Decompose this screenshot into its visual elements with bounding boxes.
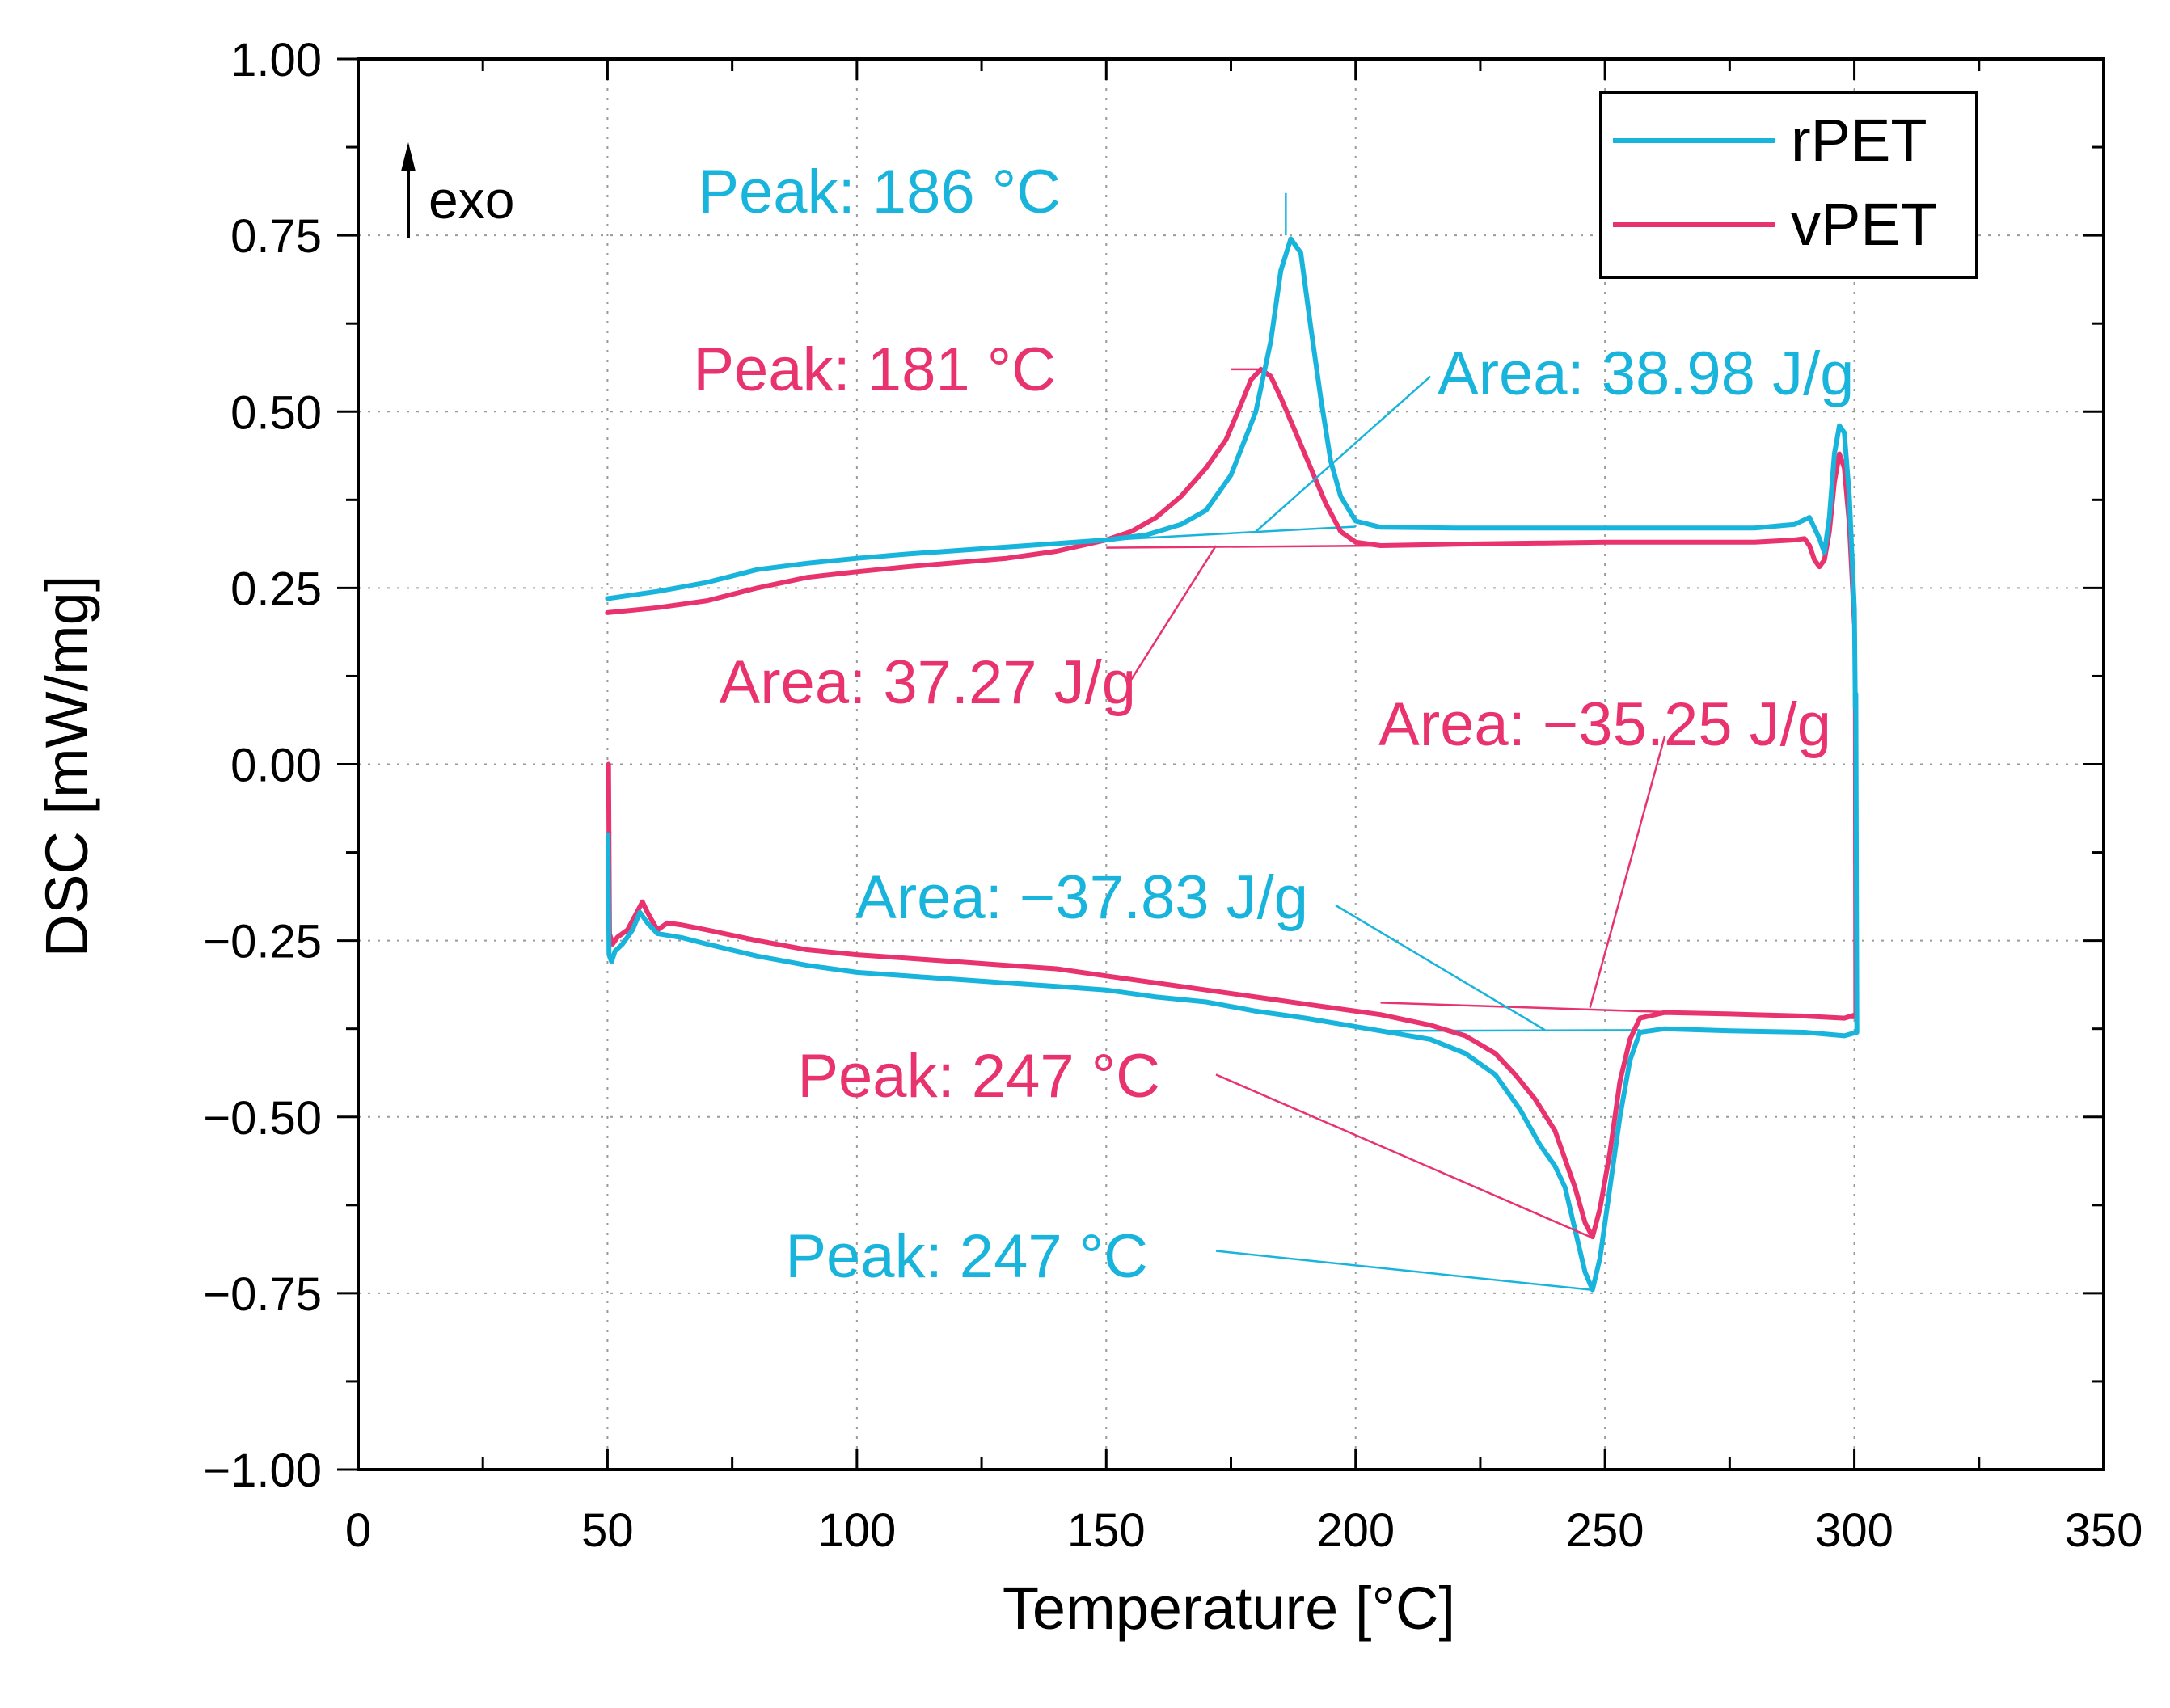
integration-baseline [1106, 544, 1381, 549]
y-tick-label: 1.00 [230, 34, 322, 86]
x-tick-label: 300 [1815, 1504, 1893, 1557]
integration-baseline [1380, 1029, 1640, 1032]
exo-indicator: exo [401, 142, 514, 238]
legend-box [1599, 91, 1978, 279]
annotation-leader-line [1589, 736, 1666, 1008]
annotation-leader-line [1215, 1073, 1591, 1238]
y-tick-label: 0.75 [230, 210, 322, 263]
y-tick-label: 0.25 [230, 563, 322, 615]
annotation-label: Area: 37.27 J/g [720, 648, 1136, 717]
annotation-label: Area: −37.83 J/g [855, 863, 1308, 932]
series-layer [605, 236, 1860, 1293]
x-tick-label: 350 [2065, 1504, 2143, 1557]
series-line-rpet-cooling [605, 236, 1858, 711]
leader-layer [1130, 192, 1666, 1291]
x-tick-label: 250 [1566, 1504, 1644, 1557]
annotation-leader-line [1215, 1250, 1590, 1291]
y-tick-label: −1.00 [203, 1444, 322, 1497]
annotation-leader-line [1335, 904, 1546, 1031]
x-tick-label: 100 [817, 1504, 896, 1557]
y-tick-label: 0.00 [230, 740, 322, 792]
annotation-layer: Peak: 186 °C Peak: 181 °C Area: 38.98 J/g A… [693, 158, 1854, 1291]
annotation-label: Area: 38.98 J/g [1438, 339, 1854, 408]
annotation-label: Peak: 181 °C [693, 335, 1056, 404]
legend-label-rpet: rPET [1791, 107, 1927, 174]
exo-arrow-icon [401, 142, 416, 171]
annotation-label: Peak: 186 °C [698, 158, 1061, 226]
annotation-label: Peak: 247 °C [785, 1222, 1148, 1291]
y-tick-label: 0.50 [230, 386, 322, 439]
y-axis-title: DSC [mW/mg] [33, 576, 100, 958]
x-tick-label: 50 [581, 1504, 634, 1557]
y-tick-label: −0.50 [203, 1092, 322, 1145]
tick-label-layer: 0 50 100 150 200 250 300 350 1.00 0.75 0.50 0.25 0.0… [203, 34, 2143, 1557]
y-tick-label: −0.75 [203, 1268, 322, 1321]
annotation-label: Area: −35.25 J/g [1378, 690, 1831, 759]
baseline-layer [1106, 525, 1855, 1032]
axes-layer [337, 57, 2105, 1471]
annotation-leader-line [1130, 545, 1218, 681]
x-tick-label: 150 [1067, 1504, 1146, 1557]
integration-baseline [1106, 525, 1356, 542]
legend-label-vpet: vPET [1791, 191, 1937, 258]
exo-label: exo [429, 170, 514, 230]
x-axis-title: Temperature [°C] [1003, 1575, 1455, 1642]
y-tick-label: −0.25 [203, 916, 322, 968]
annotation-leader-line [1255, 375, 1432, 533]
x-tick-label: 200 [1316, 1504, 1395, 1557]
series-line-vpet-heating [606, 691, 1859, 1240]
legend: rPET vPET [1599, 91, 1978, 279]
series-line-rpet-heating [606, 691, 1860, 1293]
x-tick-label: 0 [345, 1504, 371, 1557]
series-line-vpet-cooling [605, 366, 1857, 626]
annotation-label: Peak: 247 °C [797, 1042, 1160, 1111]
